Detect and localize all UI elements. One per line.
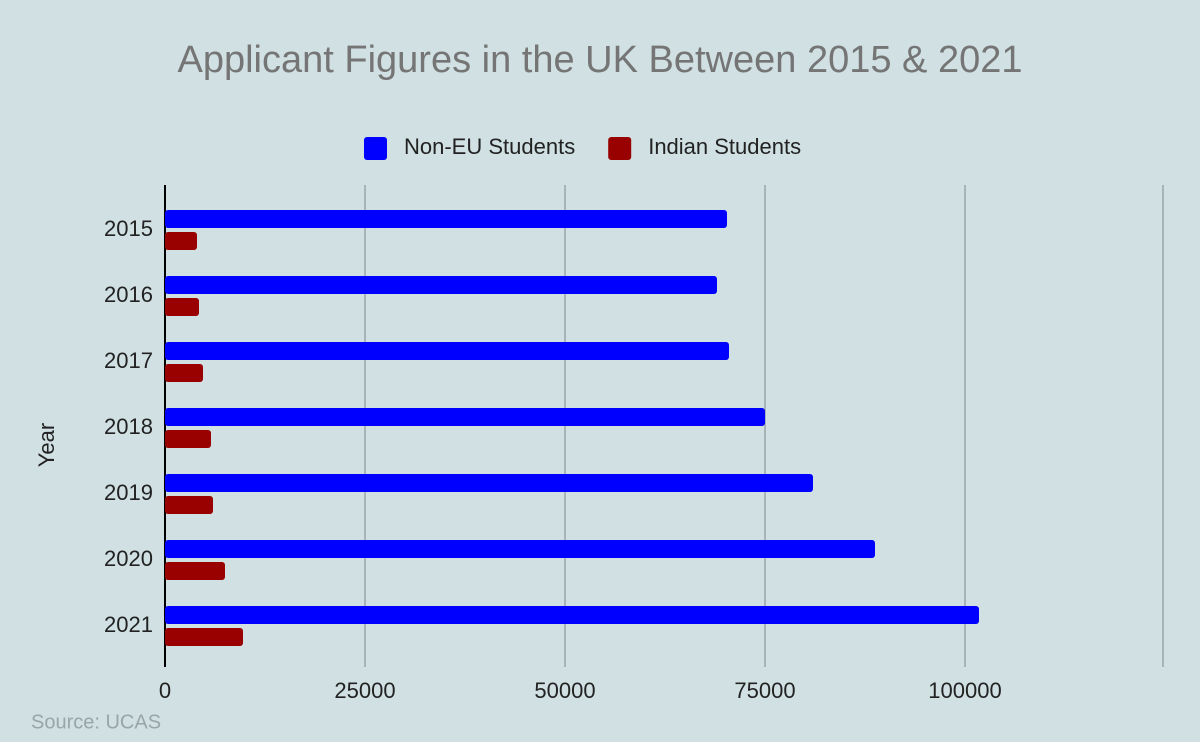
legend-label: Non-EU Students — [404, 134, 575, 159]
y-axis-label: Year — [34, 423, 59, 467]
bar — [165, 628, 243, 646]
x-tick-label: 25000 — [334, 678, 395, 703]
y-tick-label: 2021 — [104, 612, 153, 637]
y-tick-label: 2020 — [104, 546, 153, 571]
legend-swatch — [364, 137, 387, 160]
source: Source: UCAS — [31, 711, 161, 733]
y-tick-label: 2017 — [104, 348, 153, 373]
bar — [165, 342, 729, 360]
bar — [165, 562, 225, 580]
x-tick-label: 100000 — [928, 678, 1001, 703]
y-tick-label: 2018 — [104, 414, 153, 439]
legend-swatch — [608, 137, 632, 160]
bar — [165, 408, 765, 426]
bar — [165, 364, 203, 382]
x-tick-label: 0 — [159, 678, 171, 703]
bar — [165, 298, 199, 316]
x-tick-label: 75000 — [734, 678, 795, 703]
bar — [165, 232, 197, 250]
bar — [165, 210, 727, 228]
bar — [165, 606, 979, 624]
x-tick-label: 50000 — [534, 678, 595, 703]
y-tick-label: 2019 — [104, 480, 153, 505]
bar — [165, 540, 875, 558]
chart-title: Applicant Figures in the UK Between 2015… — [178, 39, 1023, 81]
bar — [165, 496, 213, 514]
y-tick-label: 2016 — [104, 282, 153, 307]
bar — [165, 430, 211, 448]
legend-label: Indian Students — [648, 134, 801, 159]
bar — [165, 276, 717, 294]
y-tick-label: 2015 — [104, 216, 153, 241]
bar — [165, 474, 813, 492]
